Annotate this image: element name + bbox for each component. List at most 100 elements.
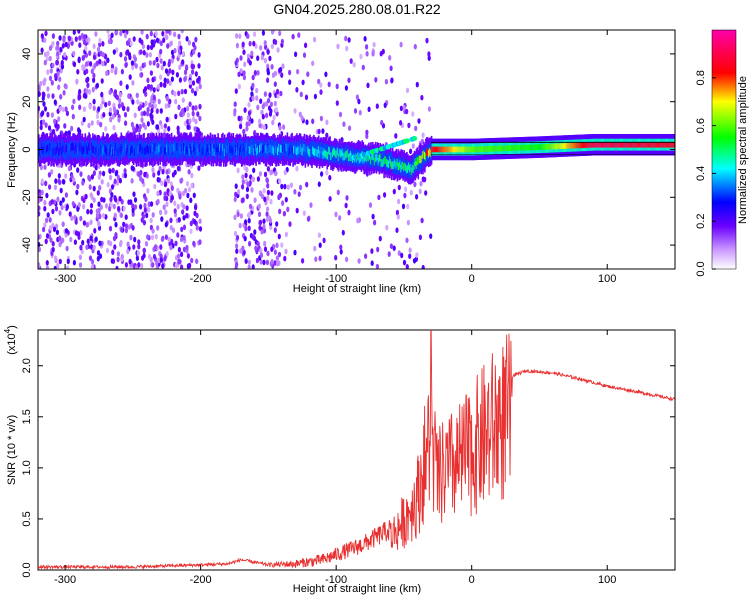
noise-speckle [195,258,199,265]
noise-speckle [247,110,252,116]
noise-speckle [82,54,86,61]
ridge-cell [553,143,555,150]
noise-speckle [327,81,331,88]
snr-y-axis: 0.00.51.01.52.0 [21,358,675,578]
noise-speckle [399,105,403,112]
noise-speckle [237,115,241,122]
noise-speckle [65,110,69,117]
ridge-cell [308,148,310,157]
ridge-cell [154,143,157,160]
ridge-cell [630,141,632,148]
noise-speckle [86,82,90,89]
noise-speckle [178,77,182,83]
ridge-cell [315,148,317,156]
ridge-cell [52,138,54,156]
noise-speckle [193,219,197,225]
noise-speckle [87,122,91,129]
noise-speckle [54,255,58,261]
ridge-cell [564,143,567,149]
ridge-cell [592,141,594,148]
ridge-cell [605,141,607,148]
ridge-cell [435,146,438,153]
ridge-cell [201,148,203,157]
noise-speckle [302,210,306,216]
noise-speckle [120,227,124,233]
noise-speckle [126,241,130,248]
ridge-cell [379,153,382,161]
noise-speckle [48,75,53,82]
noise-speckle [247,259,251,266]
ridge-cell [491,145,494,152]
ridge-cell [283,144,286,152]
noise-speckle [243,61,247,68]
noise-speckle [252,167,256,174]
ridge-cell [572,142,574,149]
noise-speckle [256,104,260,111]
noise-speckle [366,82,370,89]
noise-speckle [82,220,86,226]
ridge-cell [328,146,330,155]
ridge-cell [476,146,478,153]
noise-speckle [67,130,71,136]
noise-speckle [162,204,166,210]
ridge-cell [162,138,164,156]
noise-speckle [145,33,149,40]
noise-speckle [114,196,118,203]
noise-speckle [256,240,260,247]
noise-speckle [400,252,404,259]
ridge-cell [647,141,649,148]
ridge-cell [172,144,175,152]
noise-speckle [170,238,174,245]
noise-speckle [120,253,124,260]
noise-speckle [166,78,170,84]
noise-speckle [79,171,83,177]
noise-speckle [85,88,89,94]
noise-speckle [234,191,238,198]
noise-speckle [374,77,378,83]
noise-speckle [117,103,121,109]
ridge-cell [135,147,138,156]
noise-speckle [53,99,57,105]
noise-speckle [149,217,153,224]
noise-speckle [198,226,203,232]
noise-speckle [100,179,104,185]
noise-speckle [336,43,340,50]
noise-speckle [265,211,269,217]
noise-speckle [233,214,237,221]
ridge-cell [561,143,564,149]
ridge-cell [242,143,245,151]
noise-speckle [273,100,277,107]
noise-speckle [58,235,62,241]
noise-speckle [143,207,147,213]
ridge-cell [438,146,440,153]
noise-speckle [140,263,144,269]
ridge-cell [463,146,465,153]
noise-speckle [198,218,202,224]
ridge-cell [509,145,512,151]
noise-speckle [160,64,164,71]
ridge-cell [38,142,40,151]
noise-speckle [94,164,98,171]
noise-speckle [402,259,407,266]
noise-speckle [51,40,55,47]
ridge-cell [544,144,547,150]
noise-speckle [163,255,167,262]
ridge-cell [531,144,533,151]
noise-speckle [61,106,65,113]
noise-speckle [92,72,96,79]
noise-speckle [192,240,196,247]
ridge-cell [443,146,445,153]
noise-speckle [246,115,250,121]
ridge-cell [615,141,618,148]
noise-speckle [151,212,155,218]
ridge-cell [548,143,550,150]
noise-speckle [411,143,415,149]
noise-speckle [139,49,143,55]
snr-scale-label: (x104) [3,325,18,355]
ridge-cell [474,146,476,153]
ridge-cell [131,145,133,154]
noise-speckle [156,225,160,231]
ridge-cell [50,144,52,153]
ridge-cell [609,141,611,148]
ridge-cell [123,144,125,153]
